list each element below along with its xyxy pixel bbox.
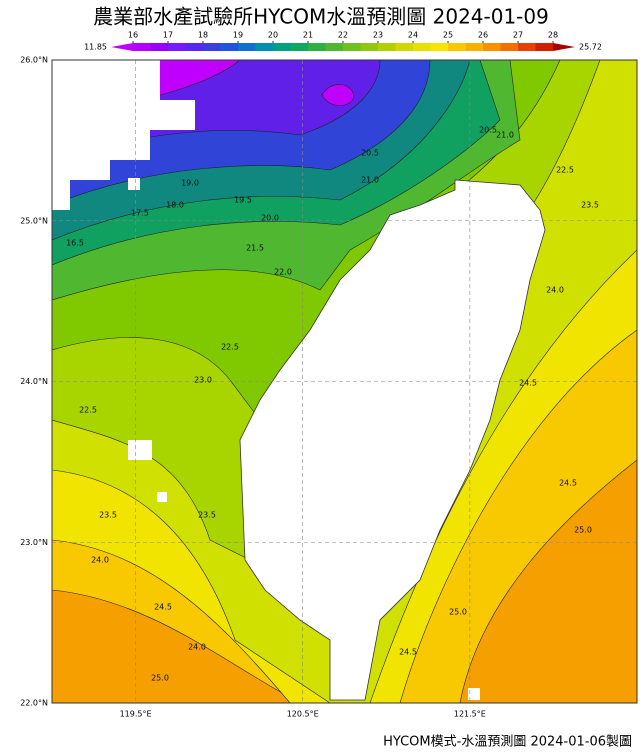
contour-label: 24.5 [154,603,172,612]
colorbar-segment [325,43,344,51]
colorbar-tick-label: 18 [198,31,208,40]
contour-label: 22.5 [221,343,239,352]
colorbar-segment [238,43,256,51]
colorbar-segment [220,43,239,51]
colorbar-high [553,43,575,51]
frame [51,59,638,704]
colorbar-segment [185,43,204,51]
colorbar-segment [395,43,414,51]
colorbar-tick-label: 27 [513,31,523,40]
contour-labels: 16.5 17.5 18.0 19.0 19.5 20.0 20.5 21.0 … [66,126,599,683]
colorbar-min: 11.85 [84,43,107,52]
colorbar-tick-label: 26 [478,31,488,40]
lon-label: 119.5°E [120,710,152,719]
contour-label: 24.0 [91,556,109,565]
contour-label: 24.5 [519,379,537,388]
colorbar-segment [343,43,361,51]
colorbar-tick-label: 16 [128,31,138,40]
lon-label: 120.5°E [287,710,319,719]
contour-label: 19.0 [181,179,199,188]
lat-label: 22.0°N [20,699,48,708]
lat-label: 24.0°N [20,377,48,386]
contour-label: 22.0 [274,268,292,277]
colorbar-segment [150,43,169,51]
contour-label: 22.5 [556,166,574,175]
contour-label: 20.0 [261,214,279,223]
contour-label: 17.5 [131,209,149,218]
colorbar-segment [290,43,309,51]
colorbar-segment [448,43,466,51]
colorbar-tick-label: 17 [163,31,173,40]
contour-label: 21.0 [496,131,514,140]
colorbar-segment [255,43,274,51]
footer: HYCOM模式-水溫預測圖 2024-01-06製圖 [383,735,632,750]
colorbar-max: 25.72 [579,43,602,52]
colorbar-tick-label: 28 [548,31,558,40]
contour-label: 23.0 [194,376,212,385]
contour-label: 24.0 [188,643,206,652]
graticule: 26.0°N 25.0°N 24.0°N 23.0°N 22.0°N 119.5°E 120… [20,56,637,719]
contour-label: 23.5 [581,201,599,210]
contour-label: 22.5 [79,406,97,415]
contour-label: 25.0 [151,674,169,683]
colorbar-segment [483,43,501,51]
contour-label: 20.5 [361,149,379,158]
title: 農業部水產試驗所HYCOM水溫預測圖 2024-01-09 [93,5,549,29]
lat-label: 23.0°N [20,538,48,547]
contour-label: 21.0 [361,176,379,185]
contour-label: 25.0 [449,608,467,617]
colorbar-segment [378,43,396,51]
penghu [128,440,152,460]
colorbar-segment [535,43,554,51]
contour-label: 24.0 [546,286,564,295]
taiwan [239,179,546,701]
lat-label: 25.0°N [20,216,48,225]
island [157,492,167,502]
colorbar-tick-label: 24 [408,31,418,40]
map-field [52,60,637,703]
colorbar-segment [168,43,186,51]
contour-label: 21.5 [246,244,264,253]
contour-label: 16.5 [66,239,84,248]
colorbar-tick-label: 23 [373,31,383,40]
china-coast [52,60,195,210]
lat-label: 26.0°N [20,56,48,65]
colorbar-tick-label: 22 [338,31,348,40]
contour-label: 18.0 [166,201,184,210]
colorbar-tick-label: 25 [443,31,453,40]
colorbar: 11.85 25.72 16 17 18 19 20 21 22 23 24 25 26 27 28 [84,31,602,52]
colorbar-segment [308,43,326,51]
colorbar-segment [360,43,379,51]
colorbar-low [111,43,133,51]
colorbar-segment [518,43,536,51]
colorbar-segment [430,43,449,51]
colorbar-segment [465,43,484,51]
colorbar-tick-label: 20 [268,31,278,40]
colorbar-segment [203,43,221,51]
colorbar-tick-label: 21 [303,31,313,40]
contour-label: 24.5 [559,479,577,488]
contour-label: 24.5 [399,648,417,657]
cold-eddy [321,84,355,106]
colorbar-segment [413,43,431,51]
colorbar-segment [500,43,519,51]
lon-label: 121.5°E [454,710,486,719]
colorbar-segment [273,43,291,51]
island [468,688,480,700]
contour-label: 23.5 [198,511,216,520]
island [128,178,140,190]
contour-label: 20.5 [479,126,497,135]
colorbar-tick-label: 19 [233,31,243,40]
contour-label: 23.5 [99,511,117,520]
contour-label: 19.5 [234,196,252,205]
contour-label: 25.0 [574,526,592,535]
colorbar-segment [133,43,151,51]
